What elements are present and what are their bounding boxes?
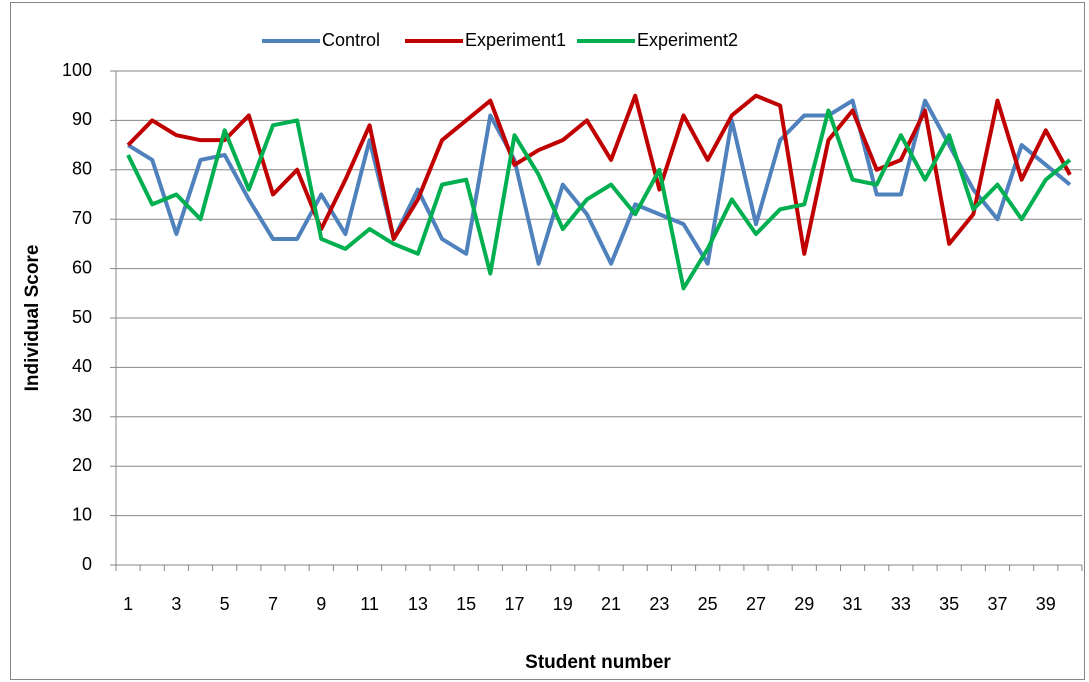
y-tick-label: 60 (72, 257, 92, 277)
x-tick-label: 15 (456, 594, 476, 614)
y-axis-title: Individual Score (22, 245, 43, 392)
x-axis-title: Student number (525, 652, 671, 673)
x-tick-label: 5 (220, 594, 230, 614)
x-tick-label: 11 (360, 594, 379, 614)
x-tick-label: 33 (891, 594, 911, 614)
legend-label: Control (322, 30, 380, 50)
data-line (127, 98, 1072, 266)
y-tick-label: 10 (72, 504, 92, 524)
x-tick-label: 39 (1036, 594, 1056, 614)
y-tick-label: 30 (72, 406, 92, 426)
x-tick-label: 23 (649, 594, 669, 614)
x-tick-label: 3 (171, 594, 181, 614)
y-tick-label: 80 (72, 159, 92, 179)
x-tick-label: 37 (987, 594, 1007, 614)
x-tick-label: 19 (553, 594, 573, 614)
x-tick-label: 1 (123, 594, 133, 614)
y-tick-label: 90 (72, 109, 92, 129)
y-tick-label: 20 (72, 455, 92, 475)
x-tick-label: 27 (746, 594, 766, 614)
y-tick-label: 70 (72, 208, 92, 228)
x-tick-label: 35 (939, 594, 959, 614)
data-line (126, 93, 1072, 256)
y-tick-label: 0 (82, 554, 92, 574)
x-tick-label: 7 (268, 594, 278, 614)
legend-label: Experiment2 (637, 30, 738, 50)
y-tick-label: 100 (62, 60, 92, 80)
x-tick-label: 25 (698, 594, 718, 614)
x-tick-label: 31 (843, 594, 863, 614)
x-tick-label: 21 (601, 594, 621, 614)
data-line (126, 108, 1072, 291)
legend-label: Experiment1 (465, 30, 566, 50)
y-tick-label: 50 (72, 307, 92, 327)
x-tick-label: 9 (316, 594, 326, 614)
y-tick-label: 40 (72, 356, 92, 376)
x-tick-label: 17 (504, 594, 524, 614)
chart-border (10, 2, 1085, 680)
x-tick-label: 29 (794, 594, 814, 614)
x-tick-label: 13 (408, 594, 428, 614)
